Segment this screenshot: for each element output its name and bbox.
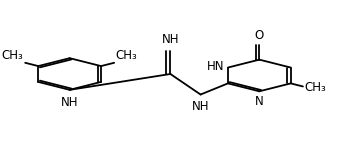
Text: O: O: [255, 29, 264, 42]
Text: N: N: [255, 95, 264, 108]
Text: HN: HN: [206, 60, 224, 73]
Text: NH: NH: [192, 100, 209, 113]
Text: NH: NH: [162, 33, 179, 46]
Text: CH₃: CH₃: [304, 81, 326, 94]
Text: NH: NH: [61, 96, 79, 109]
Text: CH₃: CH₃: [116, 49, 138, 62]
Text: CH₃: CH₃: [2, 49, 23, 62]
